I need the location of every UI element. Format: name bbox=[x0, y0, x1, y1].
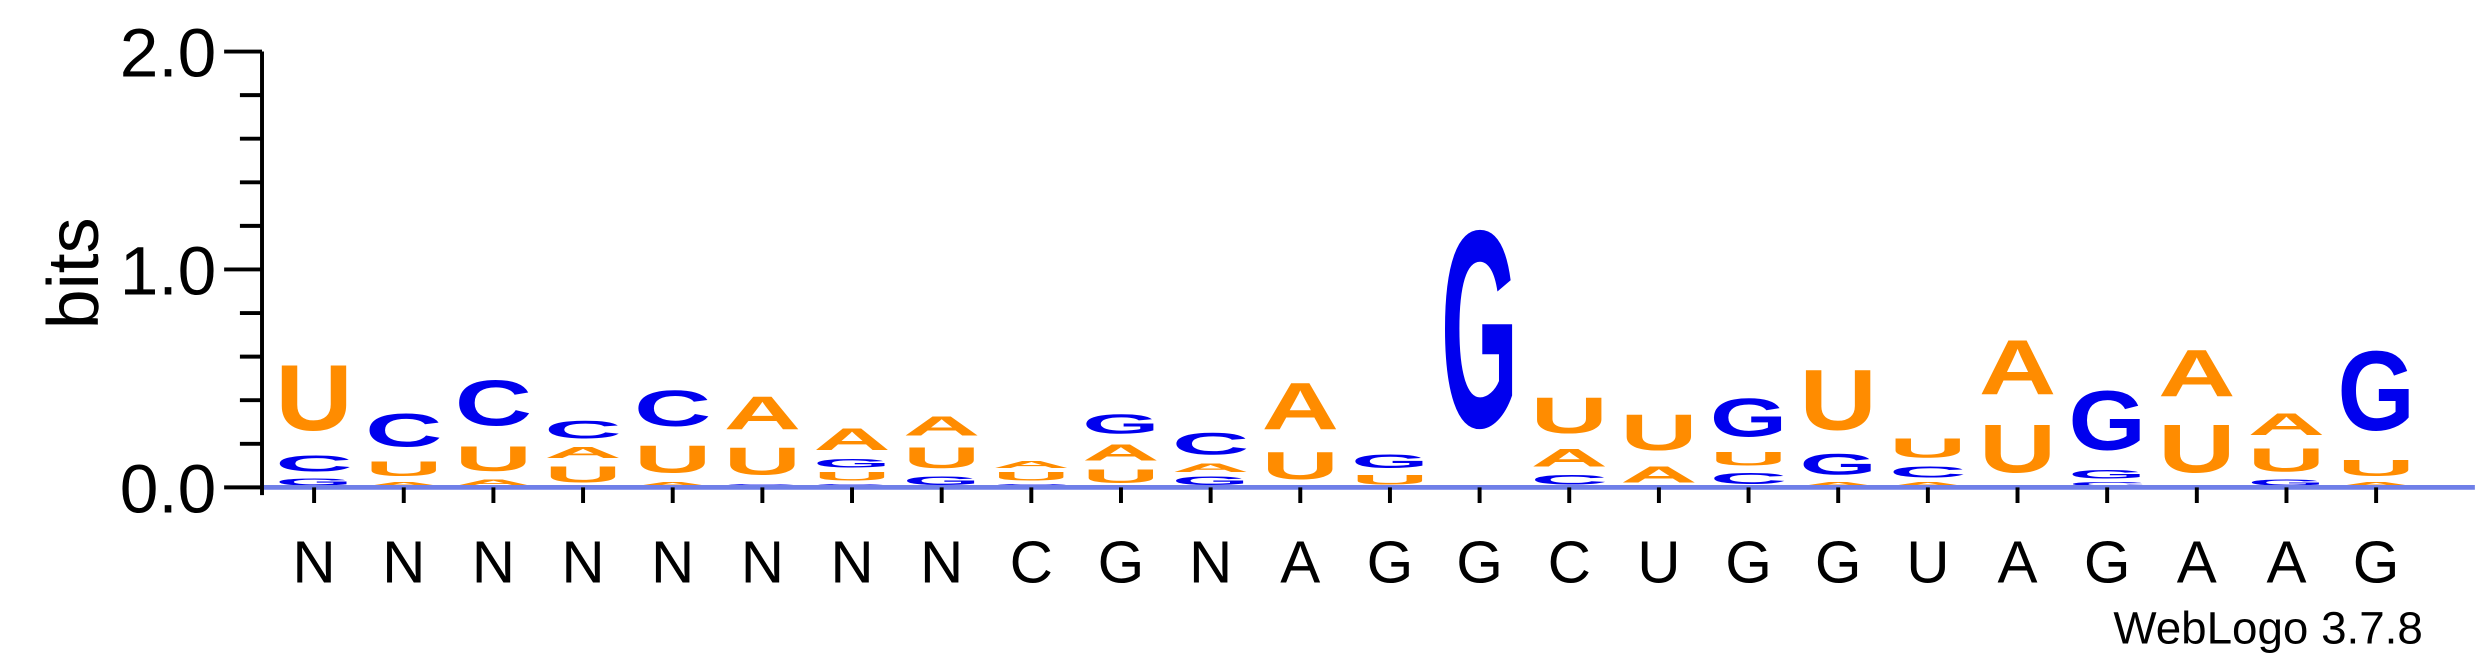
logo-letter-U: U bbox=[365, 457, 442, 481]
logo-letter-U: U bbox=[1620, 404, 1697, 461]
logo-letter-A: A bbox=[993, 459, 1070, 470]
logo-letter-U: U bbox=[993, 470, 1070, 483]
logo-letter-G: G bbox=[1800, 448, 1877, 481]
x-tick-label: N bbox=[741, 529, 784, 596]
logo-letter-U: U bbox=[275, 346, 352, 450]
x-tick-label: A bbox=[2266, 529, 2306, 596]
logo-letter-C: C bbox=[365, 404, 442, 457]
logo-letter-G: G bbox=[903, 474, 980, 487]
logo-letter-C: C bbox=[275, 451, 352, 477]
logo-letter-C: C bbox=[634, 380, 711, 437]
logo-letter-A: A bbox=[813, 422, 890, 457]
logo-letter-C: C bbox=[1531, 472, 1608, 487]
logo-letter-A: A bbox=[544, 444, 621, 461]
logo-letter-A: A bbox=[634, 481, 711, 488]
logo-letter-U: U bbox=[1710, 448, 1787, 470]
logo-letter-A: A bbox=[1531, 444, 1608, 472]
x-tick-label: G bbox=[1725, 529, 1772, 596]
logo-letter-G: G bbox=[1172, 474, 1249, 487]
logo-letter-G: G bbox=[1441, 172, 1518, 487]
logo-letter-U: U bbox=[813, 470, 890, 483]
logo-letter-G: G bbox=[2337, 327, 2414, 455]
logo-letter-A: A bbox=[1082, 440, 1159, 466]
x-tick-label: N bbox=[1189, 529, 1232, 596]
logo-letter-U: U bbox=[2248, 441, 2325, 478]
logo-letter-A: A bbox=[1800, 481, 1877, 488]
logo-letter-U: U bbox=[1889, 433, 1966, 464]
logo-letter-G: G bbox=[275, 476, 352, 487]
logo-letter-A: A bbox=[903, 411, 980, 442]
x-tick-label: C bbox=[1010, 529, 1053, 596]
logo-letter-A: A bbox=[724, 387, 801, 440]
x-tick-label: G bbox=[2353, 529, 2400, 596]
logo-letter-A: A bbox=[2337, 481, 2414, 488]
logo-letter-C: C bbox=[1889, 464, 1966, 481]
footer-label: WebLogo 3.7.8 bbox=[2113, 603, 2423, 654]
logo-letter-U: U bbox=[2158, 412, 2235, 488]
logo-letter-A: A bbox=[1172, 461, 1249, 474]
logo-letter-U: U bbox=[903, 441, 980, 474]
logo-letter-A: A bbox=[1889, 481, 1966, 488]
x-tick-label: A bbox=[1998, 529, 2038, 596]
y-tick-label: 2.0 bbox=[120, 14, 217, 92]
logo-letter-G: G bbox=[2068, 374, 2145, 468]
letter-stacks: GCUAUCAUCUACAUCGUAGUGAGUACUAUAGGACUAUGGC… bbox=[275, 172, 2414, 488]
y-tick-label: 0.0 bbox=[120, 450, 217, 528]
x-tick-label: A bbox=[1280, 529, 1320, 596]
logo-letter-A: A bbox=[365, 481, 442, 488]
logo-letter-A: A bbox=[1262, 369, 1339, 444]
logo-letter-A: A bbox=[2158, 336, 2235, 411]
logo-letter-A: A bbox=[455, 479, 532, 488]
logo-letter-U: U bbox=[1979, 412, 2056, 488]
logo-letter-U: U bbox=[1351, 472, 1428, 487]
x-tick-label: C bbox=[1548, 529, 1591, 596]
logo-letter-U: U bbox=[1531, 387, 1608, 444]
logo-letter-U: U bbox=[1800, 352, 1877, 449]
logo-letter-A: A bbox=[1620, 461, 1697, 487]
logo-letter-G: G bbox=[1710, 387, 1787, 448]
y-axis-ticks: 0.0 1.0 2.0 bbox=[120, 14, 263, 528]
x-tick-label: G bbox=[1098, 529, 1145, 596]
x-tick-label: G bbox=[1367, 529, 1414, 596]
x-tick-label: G bbox=[1815, 529, 1862, 596]
x-tick-label: N bbox=[292, 529, 335, 596]
x-tick-label: U bbox=[1637, 529, 1680, 596]
x-tick-label: G bbox=[1456, 529, 1503, 596]
logo-letter-G: G bbox=[1351, 450, 1428, 472]
logo-letter-U: U bbox=[1262, 444, 1339, 488]
x-tick-label: N bbox=[830, 529, 873, 596]
x-tick-label: N bbox=[651, 529, 694, 596]
logo-letter-C: C bbox=[2068, 481, 2145, 488]
logo-letter-G: G bbox=[2248, 479, 2325, 488]
logo-letter-G: G bbox=[813, 457, 890, 470]
x-tick-label: N bbox=[561, 529, 604, 596]
logo-letter-G: G bbox=[1082, 409, 1159, 439]
logo-letter-C: C bbox=[1172, 426, 1249, 461]
x-tick-label: N bbox=[472, 529, 515, 596]
logo-letter-A: A bbox=[1979, 323, 2056, 411]
x-tick-label: N bbox=[920, 529, 963, 596]
x-tick-label: G bbox=[2084, 529, 2131, 596]
logo-letter-U: U bbox=[455, 439, 532, 478]
x-tick-label: U bbox=[1906, 529, 1949, 596]
logo-letter-U: U bbox=[544, 461, 621, 487]
logo-letter-G: G bbox=[2068, 468, 2145, 481]
logo-letter-U: U bbox=[634, 437, 711, 481]
y-tick-label: 1.0 bbox=[120, 232, 217, 310]
logo-letter-U: U bbox=[2337, 455, 2414, 481]
logo-letter-U: U bbox=[1082, 466, 1159, 488]
logo-letter-A: A bbox=[2248, 407, 2325, 442]
x-tick-label: A bbox=[2177, 529, 2217, 596]
x-tick-label: N bbox=[382, 529, 425, 596]
logo-letter-C: C bbox=[455, 367, 532, 439]
logo-letter-C: C bbox=[544, 416, 621, 444]
logo-letter-C: C bbox=[1710, 470, 1787, 487]
logo-letter-U: U bbox=[724, 440, 801, 484]
y-axis-label: bits bbox=[34, 217, 114, 329]
